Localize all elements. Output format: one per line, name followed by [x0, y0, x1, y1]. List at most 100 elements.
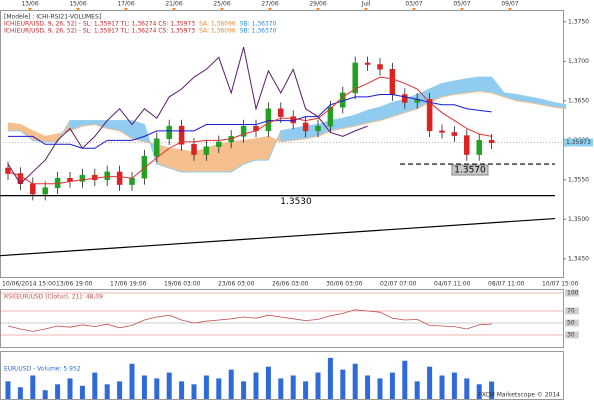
bottom-date-label: 30/06 03:00 [326, 281, 363, 288]
date-marker [364, 8, 368, 11]
date-marker [28, 8, 32, 11]
bottom-date-label: 17/06 19:00 [110, 281, 147, 288]
ichimoku-line [7, 46, 368, 185]
volume-bar [489, 381, 495, 399]
main-panel [0, 10, 564, 278]
candle-body [352, 62, 358, 94]
candle-body [129, 178, 135, 185]
rsi-line [7, 309, 492, 332]
volume-bar [439, 375, 445, 399]
volume-bar [340, 369, 346, 399]
legend-text: SB: 1,36370 [240, 21, 277, 28]
last-price-label: 1,35973 [566, 139, 591, 146]
volume-bar [352, 363, 358, 399]
copyright: FXCM Marketscope © 2014 [478, 392, 560, 399]
date-marker [268, 8, 272, 11]
level-label: 1.3530 [280, 197, 312, 207]
candle-body [116, 171, 123, 185]
candle-body [240, 125, 247, 137]
volume-bar [191, 384, 197, 399]
level-label: 1.3570 [454, 166, 486, 176]
rsi-tick-label: 70 [567, 308, 575, 315]
volume-bar [377, 378, 383, 399]
legend-text: SA: 1,36096 [199, 21, 236, 28]
candle-body [104, 171, 110, 181]
legend-text: SB: 1,36370 [240, 28, 277, 35]
candle-body [5, 167, 11, 174]
date-marker [172, 8, 176, 11]
candle-body [30, 183, 36, 195]
bottom-date-label: 13/06 19:00 [56, 281, 93, 288]
legend-text: [Modèle] : ICHI-RSI21-VOLUMES] [4, 14, 101, 21]
volume-bar [104, 384, 110, 399]
bottom-date-label: 10/06/2014 15:00 [2, 281, 56, 288]
volume-title: EUR/USD - Volume: 5 952 [4, 366, 81, 373]
top-date-label: 29/06 [309, 1, 326, 8]
candle-body [79, 174, 86, 182]
candle-body [389, 68, 396, 95]
y-tick-label: 1,3700 [568, 58, 589, 65]
bottom-date-label: 10/07 15:00 [542, 281, 579, 288]
candle-body [178, 125, 185, 145]
volume-bar [30, 375, 36, 399]
volume-bar [451, 372, 457, 399]
rsi-tick-box [565, 319, 579, 327]
candle-body [141, 155, 148, 179]
cloud-segment [478, 76, 492, 94]
volume-bar [166, 372, 172, 399]
rsi-tick-box [565, 331, 579, 339]
top-date-label: 21/06 [165, 1, 182, 8]
volume-bar [79, 385, 85, 399]
volume-bar [17, 387, 23, 399]
candle-body [191, 144, 197, 155]
top-date-label: 13/06 [21, 1, 38, 8]
volume-bar [241, 381, 247, 399]
rsi-tick-box [565, 307, 579, 315]
candle-body [488, 140, 495, 143]
volume-bar [67, 378, 73, 399]
bottom-date-label: 08/07 11:00 [488, 281, 525, 288]
bottom-date-label: 04/07 11:00 [434, 281, 471, 288]
rsi-panel [0, 289, 564, 348]
date-marker [124, 8, 128, 11]
volume-bar [414, 381, 420, 399]
volume-bar [154, 378, 160, 399]
candle-body [476, 140, 482, 155]
volume-bar [303, 381, 309, 399]
volume-bar [216, 378, 222, 399]
volume-bar [315, 372, 321, 399]
cloud-segment [466, 76, 480, 94]
volume-bar [203, 375, 209, 399]
ichimoku-line [8, 94, 492, 149]
y-tick-label: 1,3750 [568, 18, 589, 25]
volume-bar [92, 372, 98, 399]
candle-body [278, 108, 284, 117]
rsi-tick-label: 50 [567, 320, 575, 327]
candle-body [426, 99, 433, 132]
volume-bar [42, 390, 48, 399]
candle-body [451, 132, 458, 136]
candle-body [364, 62, 371, 65]
y-tick-label: 1,3650 [568, 97, 589, 104]
volume-bar [141, 375, 147, 399]
bottom-date-label: 26/06 03:00 [272, 281, 309, 288]
candle-body [265, 108, 272, 132]
top-date-label: 25/06 [213, 1, 230, 8]
volume-bar [129, 363, 135, 399]
volume-bar [5, 381, 11, 399]
legend-text: SA: 1,36096 [199, 28, 236, 35]
candle-body [377, 64, 383, 70]
y-tick-label: 1,3550 [568, 176, 589, 183]
volume-bar [365, 375, 371, 399]
candle-body [216, 141, 222, 147]
bottom-date-label: 02/07 07:00 [380, 281, 417, 288]
volume-bar [402, 360, 408, 399]
rsi-tick-box [565, 289, 579, 297]
top-date-label: 05/07 [453, 1, 470, 8]
volume-bar [476, 384, 482, 399]
candle-body [92, 174, 98, 181]
candle-body [315, 125, 321, 132]
candle-body [166, 125, 172, 140]
rsi-tick-label: 30 [567, 332, 575, 339]
